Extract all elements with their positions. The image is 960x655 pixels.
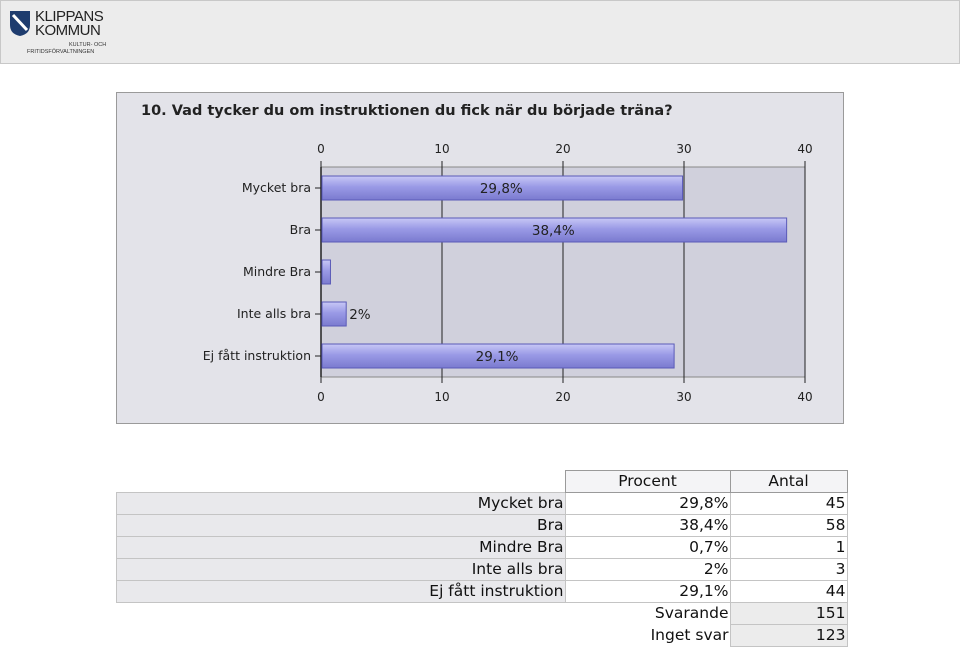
x-tick-label-top: 20 xyxy=(555,142,570,156)
row-percent: 0,7% xyxy=(564,536,731,559)
bar xyxy=(321,217,788,243)
table-row: Ej fått instruktion 29,1% 44 xyxy=(116,580,848,603)
chart-panel: 10. Vad tycker du om instruktionen du fi… xyxy=(116,92,844,424)
row-percent: 29,8% xyxy=(564,492,731,515)
table-row: Mindre Bra 0,7% 1 xyxy=(116,536,848,559)
y-category-label: Bra xyxy=(290,222,311,237)
y-category-label: Ej fått instruktion xyxy=(203,348,311,363)
y-category-label: Inte alls bra xyxy=(237,306,311,321)
row-count: 3 xyxy=(729,558,848,581)
row-percent: 2% xyxy=(564,558,731,581)
x-tick-label-bottom: 40 xyxy=(797,390,812,404)
row-percent: 29,1% xyxy=(564,580,731,603)
summary-value: 151 xyxy=(729,602,848,625)
y-category-label: Mindre Bra xyxy=(243,264,311,279)
column-header-percent: Procent xyxy=(564,470,731,493)
row-label: Inte alls bra xyxy=(116,558,566,581)
row-count: 1 xyxy=(729,536,848,559)
table-row: Bra 38,4% 58 xyxy=(116,514,848,537)
page-header: KLIPPANS KOMMUN KULTUR- OCH FRITIDSFÖRVA… xyxy=(0,0,960,64)
bar xyxy=(321,301,347,327)
row-label: Mindre Bra xyxy=(116,536,566,559)
x-tick-label-bottom: 30 xyxy=(676,390,691,404)
x-tick-label-bottom: 20 xyxy=(555,390,570,404)
row-label: Bra xyxy=(116,514,566,537)
bar-data-label: 2% xyxy=(349,307,371,323)
x-tick-label-top: 40 xyxy=(797,142,812,156)
logo-subtitle-line2: FRITIDSFÖRVALTNINGEN xyxy=(27,49,95,55)
bar-data-label: 29,8% xyxy=(480,181,523,197)
chart-title: 10. Vad tycker du om instruktionen du fi… xyxy=(141,103,673,119)
x-tick-label-top: 30 xyxy=(676,142,691,156)
row-count: 45 xyxy=(729,492,848,515)
table-row: Mycket bra 29,8% 45 xyxy=(116,492,848,515)
bar-data-label: 29,1% xyxy=(476,349,519,365)
x-tick-label-top: 10 xyxy=(434,142,449,156)
summary-spacer xyxy=(116,624,565,647)
logo-subtitle-line1: KULTUR- OCH xyxy=(69,42,107,48)
row-count: 44 xyxy=(729,580,848,603)
summary-value: 123 xyxy=(729,624,848,647)
logo-text-line2: KOMMUN xyxy=(35,22,101,39)
summary-row: Inget svar 123 xyxy=(116,624,848,647)
bar xyxy=(321,175,684,201)
table-row: Inte alls bra 2% 3 xyxy=(116,558,848,581)
row-label: Mycket bra xyxy=(116,492,566,515)
summary-label: Svarande xyxy=(565,602,731,625)
x-tick-label-top: 0 xyxy=(317,142,325,156)
table-header-row: Procent Antal xyxy=(116,470,848,493)
bar-data-label: 38,4% xyxy=(532,223,575,239)
x-tick-label-bottom: 0 xyxy=(317,390,325,404)
bar-chart: 0 0 10 10 20 20 30 30 40 40 Mycket bra 29,8% Bra 38,4… xyxy=(203,142,813,404)
y-category-label: Mycket bra xyxy=(242,180,311,195)
row-count: 58 xyxy=(729,514,848,537)
bar xyxy=(321,343,675,369)
summary-spacer xyxy=(116,602,565,625)
shield-icon xyxy=(10,11,30,36)
summary-label: Inget svar xyxy=(565,624,731,647)
row-percent: 38,4% xyxy=(564,514,731,537)
x-tick-label-bottom: 10 xyxy=(434,390,449,404)
bar xyxy=(321,259,331,285)
results-table: Procent Antal Mycket bra 29,8% 45 Bra 38,4% 5… xyxy=(116,470,848,647)
row-label: Ej fått instruktion xyxy=(116,580,566,603)
column-header-count: Antal xyxy=(729,470,848,493)
logo-text-line1: KLIPPANS xyxy=(35,8,104,25)
klippans-kommun-logo: KLIPPANS KOMMUN KULTUR- OCH FRITIDSFÖRVA… xyxy=(9,9,109,57)
summary-row: Svarande 151 xyxy=(116,602,848,625)
